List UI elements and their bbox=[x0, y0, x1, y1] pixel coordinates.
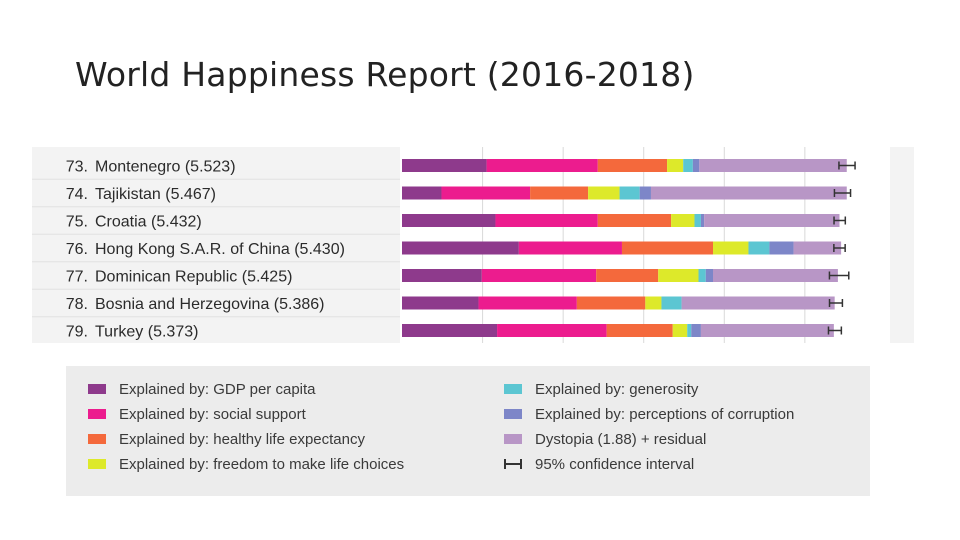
bar-segment bbox=[619, 186, 640, 200]
legend-swatch-life-expectancy bbox=[88, 434, 106, 444]
bar-segment bbox=[713, 241, 749, 255]
bar-segment bbox=[698, 269, 706, 282]
bar-segment bbox=[699, 159, 847, 172]
legend-swatch-gdp bbox=[88, 384, 106, 394]
bar-segment bbox=[748, 241, 770, 255]
bar-segment bbox=[596, 269, 659, 282]
legend-swatch-corruption bbox=[504, 409, 522, 419]
rank-label: 76. bbox=[66, 241, 88, 258]
legend-label-confidence-interval: 95% confidence interval bbox=[535, 455, 695, 473]
bar-segment bbox=[495, 214, 598, 227]
bar-segment bbox=[705, 269, 714, 282]
bar-segment bbox=[621, 241, 714, 255]
stacked-bar-chart-svg: 73. Montenegro (5.523) 74. Tajikistan (5.46… bbox=[32, 147, 890, 343]
legend-item-generosity: Explained by: generosity bbox=[504, 379, 698, 399]
country-label: Croatia (5.432) bbox=[95, 214, 202, 231]
legend-swatch-dystopia bbox=[504, 434, 522, 444]
legend-label-life-expectancy: Explained by: healthy life expectancy bbox=[119, 430, 365, 448]
rank-label: 74. bbox=[66, 186, 88, 203]
bar-segment bbox=[402, 186, 442, 200]
page-title: World Happiness Report (2016-2018) bbox=[75, 55, 695, 94]
bar-segment bbox=[658, 269, 699, 282]
country-label: Montenegro (5.523) bbox=[95, 159, 236, 176]
bar-segment bbox=[486, 159, 598, 172]
legend-item-confidence-interval: 95% confidence interval bbox=[504, 454, 694, 474]
country-label: Tajikistan (5.467) bbox=[95, 186, 216, 203]
rank-label: 77. bbox=[66, 269, 88, 286]
legend-label-social-support: Explained by: social support bbox=[119, 405, 306, 423]
bar-segment bbox=[700, 214, 705, 227]
bar-segment bbox=[713, 269, 838, 282]
rank-label: 75. bbox=[66, 214, 88, 231]
bar-segment bbox=[402, 324, 498, 337]
bar-segment bbox=[704, 214, 840, 227]
country-label: Dominican Republic (5.425) bbox=[95, 269, 292, 286]
bar-segment bbox=[645, 296, 662, 310]
bar-segment bbox=[481, 269, 597, 282]
bar-segment bbox=[588, 186, 620, 200]
country-label: Hong Kong S.A.R. of China (5.430) bbox=[95, 241, 345, 258]
rank-label: 79. bbox=[66, 324, 88, 341]
bar-segment bbox=[683, 159, 693, 172]
bar-segment bbox=[672, 324, 688, 337]
bar-segment bbox=[639, 186, 651, 200]
legend-swatch-social-support bbox=[88, 409, 106, 419]
legend-item-social-support: Explained by: social support bbox=[88, 404, 306, 424]
bar-segment bbox=[769, 241, 794, 255]
legend-item-corruption: Explained by: perceptions of corruption bbox=[504, 404, 794, 424]
bar-segment bbox=[687, 324, 692, 337]
bar-segment bbox=[694, 214, 701, 227]
happiness-chart: 73. Montenegro (5.523) 74. Tajikistan (5.46… bbox=[32, 147, 914, 343]
legend-label-freedom: Explained by: freedom to make life choic… bbox=[119, 455, 405, 473]
legend-label-gdp: Explained by: GDP per capita bbox=[119, 380, 316, 398]
bar-segment bbox=[700, 324, 834, 337]
bar-segment bbox=[441, 186, 531, 200]
bar-segment bbox=[402, 241, 519, 255]
legend-label-dystopia: Dystopia (1.88) + residual bbox=[535, 430, 707, 448]
ci-bar-icon bbox=[504, 459, 522, 469]
country-label: Turkey (5.373) bbox=[95, 324, 198, 341]
bar-segment bbox=[402, 159, 487, 172]
chart-legend: Explained by: GDP per capita Explained b… bbox=[66, 366, 870, 496]
country-label: Bosnia and Herzegovina (5.386) bbox=[95, 296, 324, 313]
bar-segment bbox=[793, 241, 842, 255]
bar-segment bbox=[576, 296, 646, 310]
bar-segment bbox=[691, 324, 701, 337]
bar-segment bbox=[606, 324, 673, 337]
bar-segment bbox=[650, 186, 847, 200]
rank-label: 73. bbox=[66, 159, 88, 176]
bar-segment bbox=[667, 159, 684, 172]
legend-item-freedom: Explained by: freedom to make life choic… bbox=[88, 454, 404, 474]
bar-segment bbox=[661, 296, 682, 310]
bar-segment bbox=[681, 296, 835, 310]
bar-segment bbox=[597, 159, 668, 172]
bar-segment bbox=[402, 214, 496, 227]
bar-segment bbox=[497, 324, 607, 337]
legend-item-dystopia: Dystopia (1.88) + residual bbox=[504, 429, 706, 449]
bar-segment bbox=[478, 296, 577, 310]
rank-label: 78. bbox=[66, 296, 88, 313]
bar-segment bbox=[518, 241, 622, 255]
bar-segment bbox=[402, 296, 479, 310]
legend-swatch-freedom bbox=[88, 459, 106, 469]
bar-segment bbox=[692, 159, 700, 172]
bar-segment bbox=[402, 269, 482, 282]
legend-label-corruption: Explained by: perceptions of corruption bbox=[535, 405, 795, 423]
bar-segment bbox=[671, 214, 695, 227]
legend-item-gdp: Explained by: GDP per capita bbox=[88, 379, 316, 399]
bar-segment bbox=[530, 186, 589, 200]
legend-label-generosity: Explained by: generosity bbox=[535, 380, 699, 398]
legend-swatch-generosity bbox=[504, 384, 522, 394]
legend-item-life-expectancy: Explained by: healthy life expectancy bbox=[88, 429, 365, 449]
bar-segment bbox=[597, 214, 672, 227]
